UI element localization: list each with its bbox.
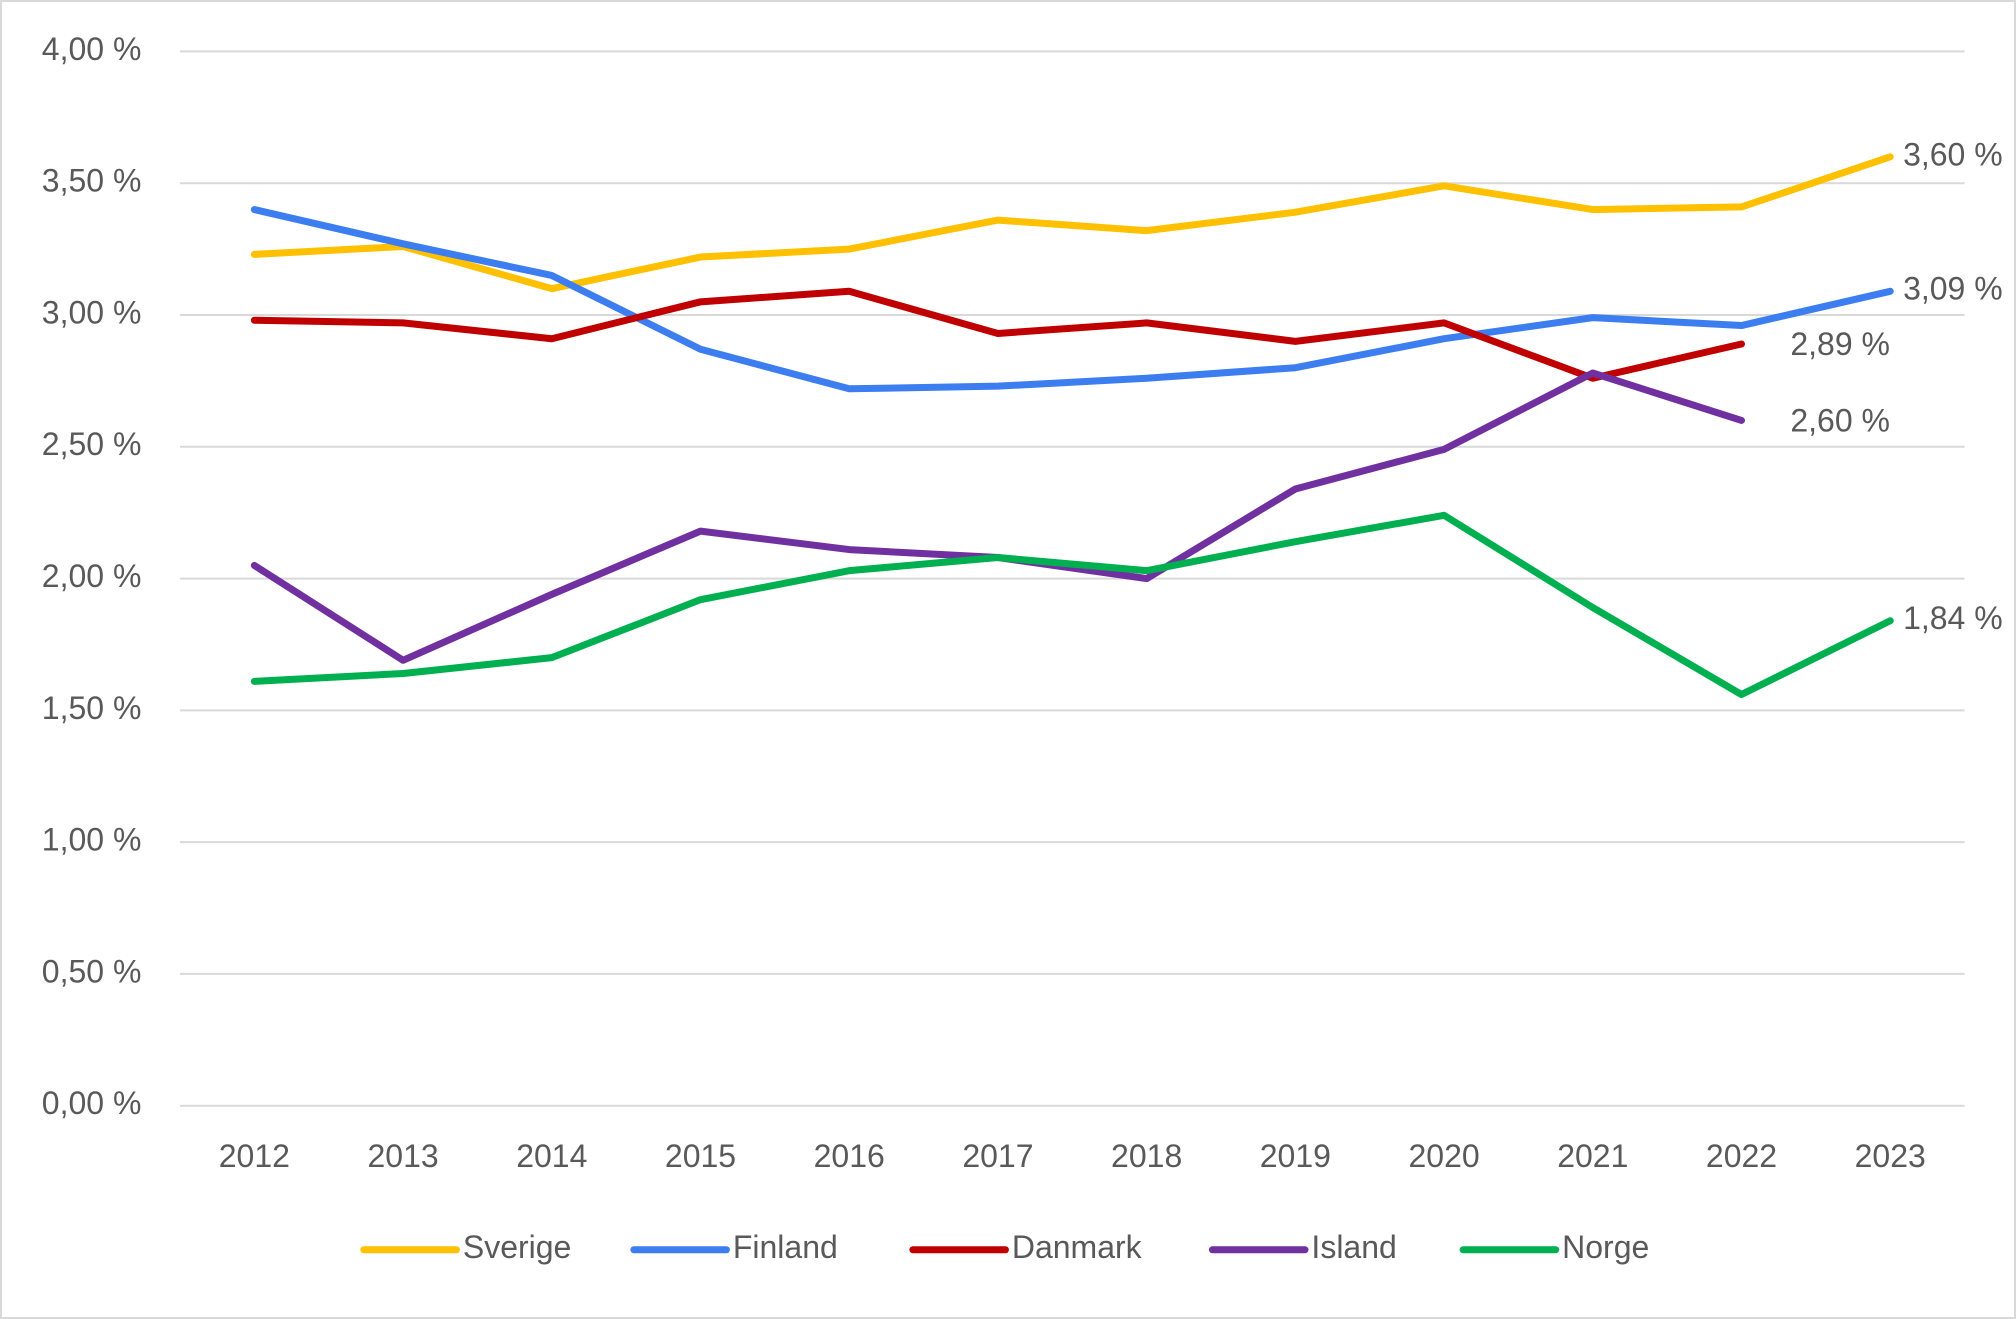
y-tick-label: 0,50 % (42, 953, 142, 989)
x-tick-label: 2020 (1408, 1138, 1479, 1174)
legend-label: Norge (1562, 1229, 1649, 1265)
y-tick-label: 1,50 % (42, 690, 142, 726)
y-tick-label: 3,50 % (42, 163, 142, 199)
series-line (250, 153, 1894, 293)
data-label: 3,09 % (1903, 271, 2003, 307)
x-tick-label: 2018 (1111, 1138, 1182, 1174)
x-tick-label: 2012 (219, 1138, 290, 1174)
y-tick-label: 1,00 % (42, 822, 142, 858)
x-tick-label: 2015 (665, 1138, 736, 1174)
series-line (250, 206, 1894, 393)
legend-label: Island (1311, 1229, 1396, 1265)
y-tick-label: 2,00 % (42, 558, 142, 594)
x-tick-label: 2023 (1855, 1138, 1926, 1174)
y-tick-label: 2,50 % (42, 426, 142, 462)
x-tick-label: 2021 (1557, 1138, 1628, 1174)
legend-label: Sverige (463, 1229, 572, 1265)
series-line (250, 511, 1894, 699)
data-label: 2,60 % (1790, 402, 1890, 438)
x-tick-label: 2022 (1706, 1138, 1777, 1174)
legend-label: Finland (733, 1229, 838, 1265)
data-label: 1,84 % (1903, 600, 2003, 636)
series-line (250, 287, 1745, 382)
x-tick-label: 2017 (962, 1138, 1033, 1174)
legend-label: Danmark (1012, 1229, 1143, 1265)
x-tick-label: 2016 (814, 1138, 885, 1174)
y-tick-label: 0,00 % (42, 1085, 142, 1121)
x-tick-label: 2013 (367, 1138, 438, 1174)
y-tick-label: 4,00 % (42, 31, 142, 67)
data-label: 2,89 % (1790, 326, 1890, 362)
x-tick-label: 2019 (1260, 1138, 1331, 1174)
data-label: 3,60 % (1903, 136, 2003, 172)
x-tick-label: 2014 (516, 1138, 587, 1174)
y-tick-label: 3,00 % (42, 294, 142, 330)
